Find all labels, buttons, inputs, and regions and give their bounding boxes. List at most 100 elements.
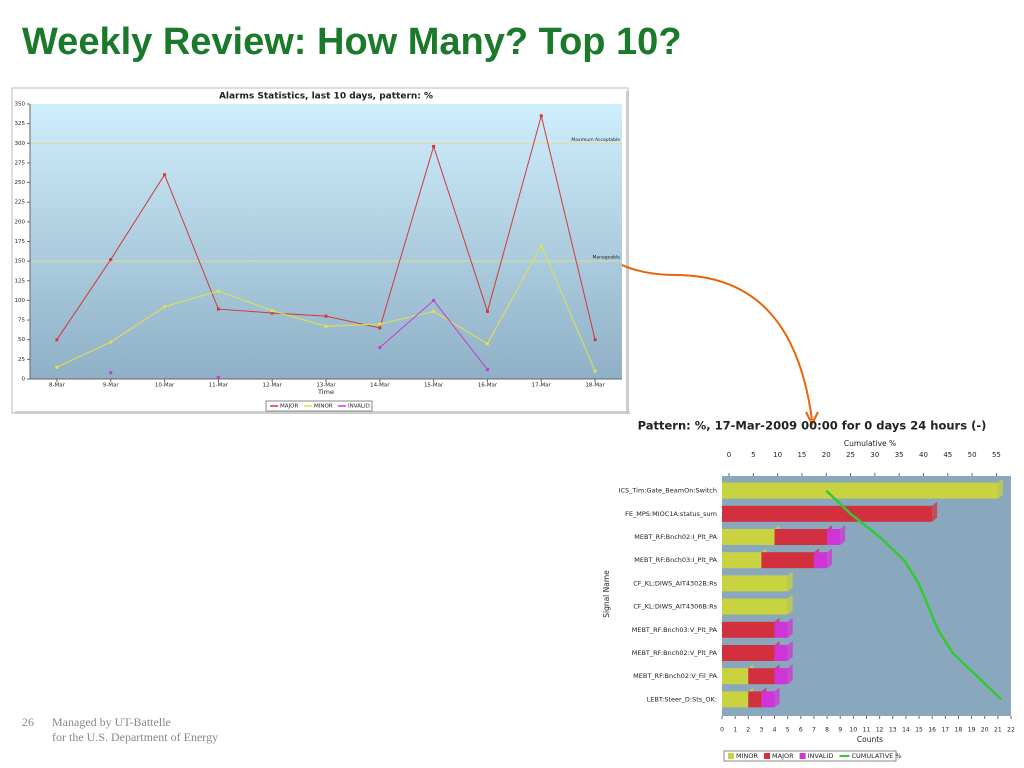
- y-tick-label: 100: [15, 298, 26, 304]
- point: [216, 289, 220, 293]
- page-number: 26: [22, 715, 34, 729]
- x-tick-label: 17-Mar: [532, 383, 552, 389]
- footer: Managed by UT-Battelle: [52, 715, 171, 729]
- x-tick-label: 10: [850, 727, 858, 734]
- point: [378, 326, 382, 330]
- x-tick-label: 9: [838, 727, 842, 734]
- plot-area: [30, 104, 622, 379]
- x-tick-label: 0: [720, 727, 724, 734]
- point: [432, 309, 436, 313]
- bar-segment: [722, 668, 749, 685]
- chart-shadow: [15, 411, 630, 414]
- point: [432, 144, 436, 148]
- legend-label: INVALID: [348, 404, 370, 410]
- x-tick-label: 17: [941, 727, 949, 734]
- bar-segment: [774, 621, 788, 638]
- bar-segment: [722, 645, 775, 661]
- x-tick-label: 11: [863, 727, 871, 734]
- legend-label: CUMULATIVE %: [851, 752, 901, 760]
- bar-segment: [813, 552, 828, 569]
- x-tick-label: 19: [968, 727, 976, 734]
- slide-title: Weekly Review: How Many? Top 10?: [22, 21, 682, 63]
- bar-depth: [787, 571, 793, 592]
- legend-swatch: [764, 753, 771, 759]
- y-tick-label: 225: [15, 200, 26, 206]
- x-tick-label: 13-Mar: [316, 383, 336, 389]
- x2-axis-label: Cumulative %: [844, 439, 896, 448]
- point: [432, 298, 436, 302]
- x-tick-label: 18: [955, 727, 963, 734]
- y-axis-label: Signal Name: [602, 570, 611, 618]
- bar-segment: [722, 598, 788, 615]
- y-tick-label: MEBT_RF:Bnch03:V_Plt_PA: [632, 626, 718, 634]
- cumulative-line: [825, 489, 1003, 701]
- x-tick-label: 11-Mar: [209, 383, 229, 389]
- point: [109, 340, 113, 344]
- point: [539, 243, 543, 247]
- x-tick-label: 8-Mar: [49, 383, 66, 389]
- bar-depth: [787, 594, 793, 615]
- point: [55, 338, 59, 342]
- point: [324, 314, 328, 318]
- y-tick-label: 300: [15, 141, 26, 147]
- bar-depth: [827, 548, 833, 569]
- y-tick-label: 325: [15, 121, 26, 127]
- y-tick-label: 25: [18, 357, 25, 363]
- x-tick-label: 8: [825, 727, 829, 734]
- legend-label: MAJOR: [280, 404, 298, 410]
- y-tick-label: 125: [15, 278, 26, 284]
- y-tick-label: MEBT_RF:Bnch03:I_Plt_PA: [634, 556, 717, 564]
- y-tick-label: 175: [15, 239, 26, 245]
- x-tick-label: 7: [812, 727, 816, 734]
- x-tick-label: 14-Mar: [370, 383, 390, 389]
- x-tick-label: 3: [759, 727, 763, 734]
- x-tick-label: 15: [915, 727, 923, 734]
- point: [485, 368, 489, 372]
- x2-tick-label: 10: [773, 451, 782, 459]
- legend-box: [265, 400, 373, 412]
- x2-tick-label: 40: [919, 451, 928, 459]
- bar-segment: [722, 482, 998, 499]
- bar-segment: [722, 505, 933, 522]
- x-tick-label: 4: [773, 727, 777, 734]
- arrow-head: [805, 411, 819, 427]
- x2-tick-label: 30: [870, 451, 879, 459]
- point: [270, 309, 274, 313]
- bar-segment: [722, 691, 749, 708]
- x-tick-label: 18-Mar: [585, 383, 605, 389]
- bar-segment: [774, 529, 828, 545]
- x-tick-label: 16: [928, 727, 936, 734]
- chart-title: Alarms Statistics, last 10 days, pattern…: [219, 92, 433, 102]
- x2-tick-label: 45: [943, 451, 952, 459]
- bar-depth: [997, 478, 1003, 499]
- point: [216, 307, 220, 311]
- legend-swatch: [728, 753, 734, 759]
- threshold-label: Manageable: [592, 255, 620, 261]
- y-tick-label: 0: [22, 377, 26, 383]
- bar-segment: [761, 691, 775, 708]
- bar-segment: [722, 529, 775, 545]
- bar-segment: [748, 691, 762, 708]
- threshold-label: Maximum Acceptable: [571, 137, 620, 143]
- point: [539, 114, 543, 118]
- x2-tick-label: 35: [895, 451, 904, 459]
- x2-tick-label: 15: [797, 451, 806, 459]
- y-tick-label: 275: [15, 160, 26, 166]
- x-tick-label: 20: [981, 727, 989, 734]
- point: [109, 371, 113, 375]
- y-tick-label: 350: [15, 102, 26, 108]
- point: [485, 309, 489, 313]
- legend-swatch: [799, 753, 806, 759]
- bar-depth: [774, 687, 780, 708]
- bar-depth: [840, 525, 846, 545]
- legend-label: MINOR: [314, 404, 333, 410]
- point: [163, 173, 167, 177]
- y-tick-label: 50: [18, 337, 25, 343]
- bar-segment: [722, 552, 762, 569]
- point: [270, 311, 274, 315]
- y-tick-label: CF_KL:DIWS_AIT4302B:Rs: [633, 579, 717, 587]
- bar-segment: [722, 575, 788, 592]
- x-tick-label: 21: [994, 727, 1002, 734]
- point: [593, 369, 597, 373]
- y-tick-label: MEBT_RF:Bnch02:V_Plt_PA: [632, 649, 718, 657]
